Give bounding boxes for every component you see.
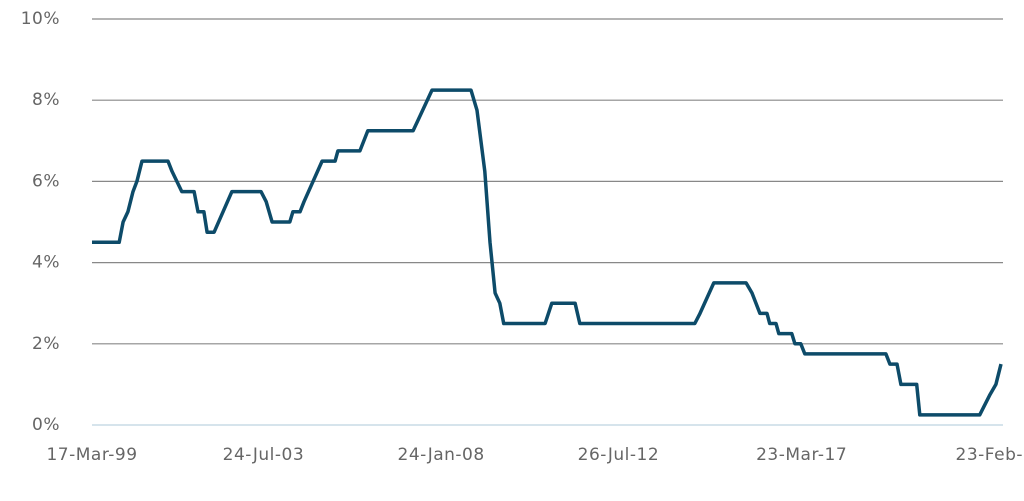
data-line	[92, 88, 1003, 417]
x-tick-label: 26-Jul-12	[578, 445, 660, 465]
x-tick-label: 24-Jul-03	[223, 445, 305, 465]
y-tick-label: 10%	[21, 9, 60, 29]
y-tick-label: 8%	[32, 90, 60, 110]
y-tick-label: 0%	[32, 415, 60, 435]
x-tick-label: 24-Jan-08	[398, 445, 485, 465]
x-tick-label: 23-Feb-	[956, 445, 1024, 465]
y-tick-label: 2%	[32, 334, 60, 354]
y-tick-label: 6%	[32, 171, 60, 191]
x-tick-label: 23-Mar-17	[756, 445, 847, 465]
x-tick-label: 17-Mar-99	[46, 445, 137, 465]
y-tick-label: 4%	[32, 253, 60, 273]
